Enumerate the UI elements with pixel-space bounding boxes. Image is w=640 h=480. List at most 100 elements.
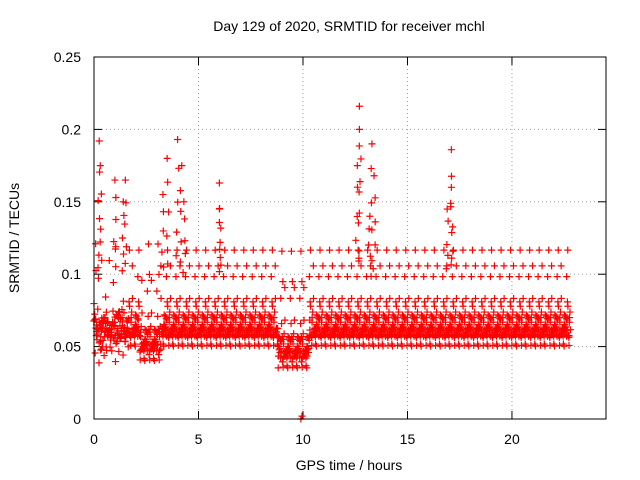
data-point <box>423 308 431 316</box>
data-point <box>381 315 389 323</box>
data-point <box>300 316 308 324</box>
data-point <box>299 330 307 338</box>
data-point <box>386 294 394 302</box>
data-point <box>316 302 324 310</box>
data-point <box>395 294 403 302</box>
data-point <box>562 323 570 331</box>
data-point <box>290 316 298 324</box>
data-point <box>177 238 185 246</box>
data-point <box>229 273 237 281</box>
data-point <box>94 264 102 272</box>
data-point <box>288 358 296 366</box>
data-point <box>398 311 406 319</box>
data-point <box>481 262 489 270</box>
data-point <box>112 215 120 223</box>
data-point <box>353 213 361 221</box>
data-point <box>266 323 274 331</box>
data-point <box>276 345 284 353</box>
data-point <box>564 302 572 310</box>
data-point <box>480 308 488 316</box>
data-point <box>518 308 526 316</box>
data-point <box>242 308 250 316</box>
data-point <box>461 308 469 316</box>
data-point <box>548 294 556 302</box>
data-point <box>455 342 463 350</box>
data-point <box>121 259 129 267</box>
data-point <box>362 315 370 323</box>
data-point <box>96 162 104 170</box>
data-point <box>472 294 480 302</box>
data-point <box>440 246 448 254</box>
data-point <box>309 262 317 270</box>
data-point <box>98 323 106 331</box>
data-point <box>175 308 183 316</box>
data-point <box>367 294 375 302</box>
data-point <box>566 308 574 316</box>
y-axis-label: SRMTID / TECUs <box>6 183 22 293</box>
data-point <box>134 315 142 323</box>
data-point <box>433 262 441 270</box>
data-point <box>509 308 517 316</box>
data-point <box>94 305 102 313</box>
data-point <box>373 302 381 310</box>
data-point <box>357 155 365 163</box>
data-point <box>543 315 551 323</box>
data-point <box>215 179 223 187</box>
data-point <box>192 302 200 310</box>
data-point <box>355 102 363 110</box>
data-point <box>537 308 545 316</box>
data-point <box>160 342 168 350</box>
data-point <box>444 217 452 225</box>
data-point <box>208 342 216 350</box>
data-point <box>411 246 419 254</box>
data-point <box>554 246 562 254</box>
data-point <box>374 341 382 349</box>
data-point <box>324 315 332 323</box>
data-point <box>246 342 254 350</box>
data-point <box>150 357 158 365</box>
data-point <box>313 311 321 319</box>
data-point <box>159 227 167 235</box>
data-point <box>112 263 120 271</box>
data-point <box>395 262 403 270</box>
data-point <box>490 262 498 270</box>
chart-title: Day 129 of 2020, SRMTID for receiver mch… <box>213 18 485 34</box>
data-point <box>109 279 117 287</box>
data-point <box>205 262 213 270</box>
data-point <box>195 262 203 270</box>
data-point <box>519 294 527 302</box>
data-point <box>419 323 427 331</box>
data-point <box>538 262 546 270</box>
data-point <box>172 273 180 281</box>
data-point <box>279 363 287 371</box>
data-point <box>381 323 389 331</box>
data-point <box>106 343 114 351</box>
data-point <box>356 178 364 186</box>
data-point <box>417 311 425 319</box>
data-point <box>319 262 327 270</box>
data-point <box>484 311 492 319</box>
data-point <box>327 341 335 349</box>
data-point <box>529 294 537 302</box>
data-point <box>338 294 346 302</box>
data-point <box>545 302 553 310</box>
data-point <box>287 320 295 328</box>
data-point <box>201 273 209 281</box>
data-point <box>240 302 248 310</box>
data-point <box>496 273 504 281</box>
x-tick-label: 5 <box>195 431 203 447</box>
data-point <box>165 341 173 349</box>
data-point <box>219 323 227 331</box>
data-point <box>433 294 441 302</box>
data-point <box>219 315 227 323</box>
data-point <box>270 341 278 349</box>
data-point <box>91 349 99 357</box>
data-point <box>456 311 464 319</box>
data-point <box>452 294 460 302</box>
data-point <box>215 218 223 226</box>
data-point <box>152 337 160 345</box>
data-point <box>524 315 532 323</box>
data-point <box>357 262 365 270</box>
data-point <box>565 332 573 340</box>
data-point <box>427 342 435 350</box>
